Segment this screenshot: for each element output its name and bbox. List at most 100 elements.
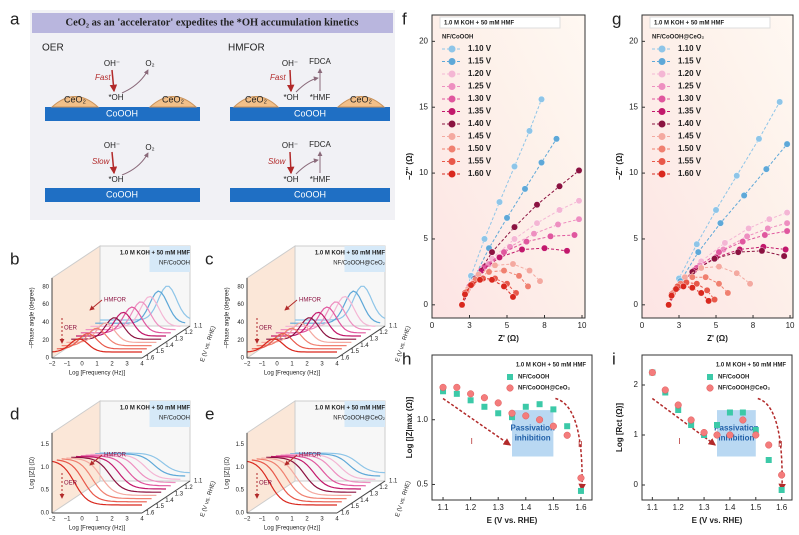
data-point xyxy=(503,214,511,222)
wave-curve xyxy=(251,332,342,350)
arrow xyxy=(295,76,319,93)
z-tick-label: 1.6 xyxy=(341,511,350,517)
data-point xyxy=(739,409,746,416)
passivation-zone xyxy=(717,410,756,457)
z-tick-label: 1.5 xyxy=(351,349,360,355)
data-point xyxy=(563,431,571,439)
data-point xyxy=(481,403,488,410)
condition-box xyxy=(149,246,190,272)
data-point xyxy=(550,406,557,413)
legend-marker xyxy=(448,58,456,65)
data-point xyxy=(522,412,530,420)
y-axis-label: Log [Rct (Ω)] xyxy=(615,403,624,452)
legend-marker xyxy=(448,158,456,165)
data-point xyxy=(714,422,720,428)
wave-curve xyxy=(51,338,142,353)
plot-frame xyxy=(641,354,793,501)
panel-letter: i xyxy=(612,349,616,368)
oer-annotation: OER xyxy=(64,326,78,332)
data-point xyxy=(740,192,748,199)
condition: 1.0 M KOH + 50 mM HMF xyxy=(654,21,725,27)
wave-curve xyxy=(275,306,366,334)
data-point xyxy=(705,297,713,305)
data-point xyxy=(575,197,583,205)
data-point xyxy=(453,383,461,391)
wave-curve xyxy=(270,455,361,490)
z-tick-label: 1.3 xyxy=(370,336,379,342)
x-tick-label: −2 xyxy=(244,517,252,523)
data-point xyxy=(538,159,545,166)
data-point xyxy=(675,407,682,413)
plot-background xyxy=(432,15,585,318)
ceo2-label: CeO₂ xyxy=(162,94,185,104)
panel-letter: a xyxy=(10,9,20,28)
oh-ion: OH⁻ xyxy=(282,141,298,150)
panel-letter: e xyxy=(205,404,214,423)
y-tick-label: 0.5 xyxy=(41,488,50,494)
x-tick-label: 8 xyxy=(542,321,547,330)
y-tick-label: 80 xyxy=(237,284,244,290)
data-point xyxy=(688,273,696,281)
legend-label: 1.50 V xyxy=(468,144,492,153)
y-tick-label: 20 xyxy=(629,36,638,45)
y-tick-label: 15 xyxy=(629,102,638,111)
y-tick-label: 5 xyxy=(634,234,639,243)
data-point xyxy=(702,273,710,281)
ceo2-label: CeO₂ xyxy=(245,94,268,104)
annotation-arrow xyxy=(89,454,103,466)
y-tick-label: 20 xyxy=(42,338,49,344)
x-tick-label: 0 xyxy=(80,517,84,523)
data-point xyxy=(522,403,529,410)
x-tick-label: 2 xyxy=(305,517,309,523)
data-point xyxy=(746,280,754,288)
z-tick-label: 1.4 xyxy=(360,343,369,349)
legend-marker xyxy=(658,83,666,90)
data-point xyxy=(563,247,571,255)
legend-marker xyxy=(506,384,514,392)
y-tick-label: 60 xyxy=(42,302,49,308)
data-point xyxy=(575,167,583,174)
legend-label: 1.25 V xyxy=(468,82,492,91)
z-axis-label: E (V vs. RHE) xyxy=(200,325,217,362)
hmf-ads: *HMF xyxy=(310,175,331,184)
x-axis-label: Log [Frequency (Hz)] xyxy=(69,526,126,532)
y-axis-label: −Z'' (Ω) xyxy=(405,153,414,181)
y-tick-label: 40 xyxy=(237,320,244,326)
oh-ads: *OH xyxy=(108,93,123,102)
legend-label: NF/CoOOH@CeO₂ xyxy=(518,386,571,392)
x-axis-label: Log [Frequency (Hz)] xyxy=(264,526,321,532)
condition: 1.0 M KOH + 50 mM HMF xyxy=(315,406,386,412)
y-tick-label: 1 xyxy=(634,430,639,439)
data-point xyxy=(715,280,723,288)
x-tick-label: 2 xyxy=(110,517,114,523)
data-point xyxy=(467,281,475,289)
sample: NF/CoOOH xyxy=(159,261,190,267)
wave-curve xyxy=(246,460,337,506)
wave-curve xyxy=(266,456,357,493)
data-point xyxy=(500,248,508,256)
axis xyxy=(336,325,386,359)
wave-curve xyxy=(266,317,357,340)
hmfor-annotation: HMFOR xyxy=(299,453,322,459)
passivation-label: Passivation inhibition xyxy=(510,423,555,442)
data-point xyxy=(549,422,557,430)
data-point xyxy=(665,301,673,309)
wave-curve xyxy=(56,332,147,350)
data-point xyxy=(780,252,788,260)
x-tick-label: 4 xyxy=(335,517,339,523)
legend-label: 1.10 V xyxy=(678,44,702,53)
hmf-ads: *HMF xyxy=(310,93,331,102)
diagram-title-bar xyxy=(32,13,393,33)
wave-curve xyxy=(90,453,181,480)
data-point xyxy=(762,165,770,173)
legend-marker xyxy=(448,45,456,53)
x-tick-label: 1.1 xyxy=(647,503,659,512)
data-point xyxy=(721,239,729,247)
z-tick-label: 1.3 xyxy=(370,491,379,497)
data-point xyxy=(458,301,466,309)
data-point xyxy=(508,409,516,417)
fast-label: Fast xyxy=(270,73,286,82)
arrow xyxy=(109,69,118,93)
data-point xyxy=(739,238,747,245)
data-point xyxy=(577,474,585,482)
